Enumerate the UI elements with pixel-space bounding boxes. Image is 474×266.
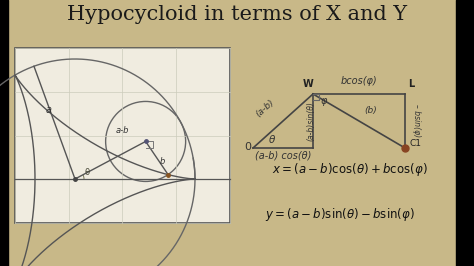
Text: (a-b): (a-b) bbox=[254, 98, 276, 119]
Text: W: W bbox=[302, 79, 313, 89]
Text: bcos(φ): bcos(φ) bbox=[341, 76, 377, 86]
Text: $y=(a-b)\sin(\theta)-b\sin(\varphi)$: $y=(a-b)\sin(\theta)-b\sin(\varphi)$ bbox=[265, 206, 415, 223]
Text: θ: θ bbox=[269, 135, 275, 145]
Text: (a-b)sin(θ): (a-b)sin(θ) bbox=[307, 101, 316, 141]
Text: C1: C1 bbox=[410, 139, 422, 148]
Text: Hypocycloid in terms of X and Y: Hypocycloid in terms of X and Y bbox=[67, 5, 407, 23]
Text: L: L bbox=[408, 79, 414, 89]
Bar bbox=[15, 48, 230, 223]
Text: a: a bbox=[46, 105, 52, 115]
Text: φ: φ bbox=[321, 96, 328, 106]
Text: $x=(a-b)\cos(\theta)+b\cos(\varphi)$: $x=(a-b)\cos(\theta)+b\cos(\varphi)$ bbox=[272, 161, 428, 178]
Text: a-b: a-b bbox=[116, 126, 129, 135]
Text: (a-b) cos(θ): (a-b) cos(θ) bbox=[255, 151, 311, 161]
Text: b: b bbox=[160, 157, 165, 166]
Text: θ: θ bbox=[85, 168, 90, 177]
Text: (b): (b) bbox=[364, 106, 377, 115]
Text: – bsin(φ): – bsin(φ) bbox=[412, 105, 421, 138]
Text: 0: 0 bbox=[244, 142, 251, 152]
